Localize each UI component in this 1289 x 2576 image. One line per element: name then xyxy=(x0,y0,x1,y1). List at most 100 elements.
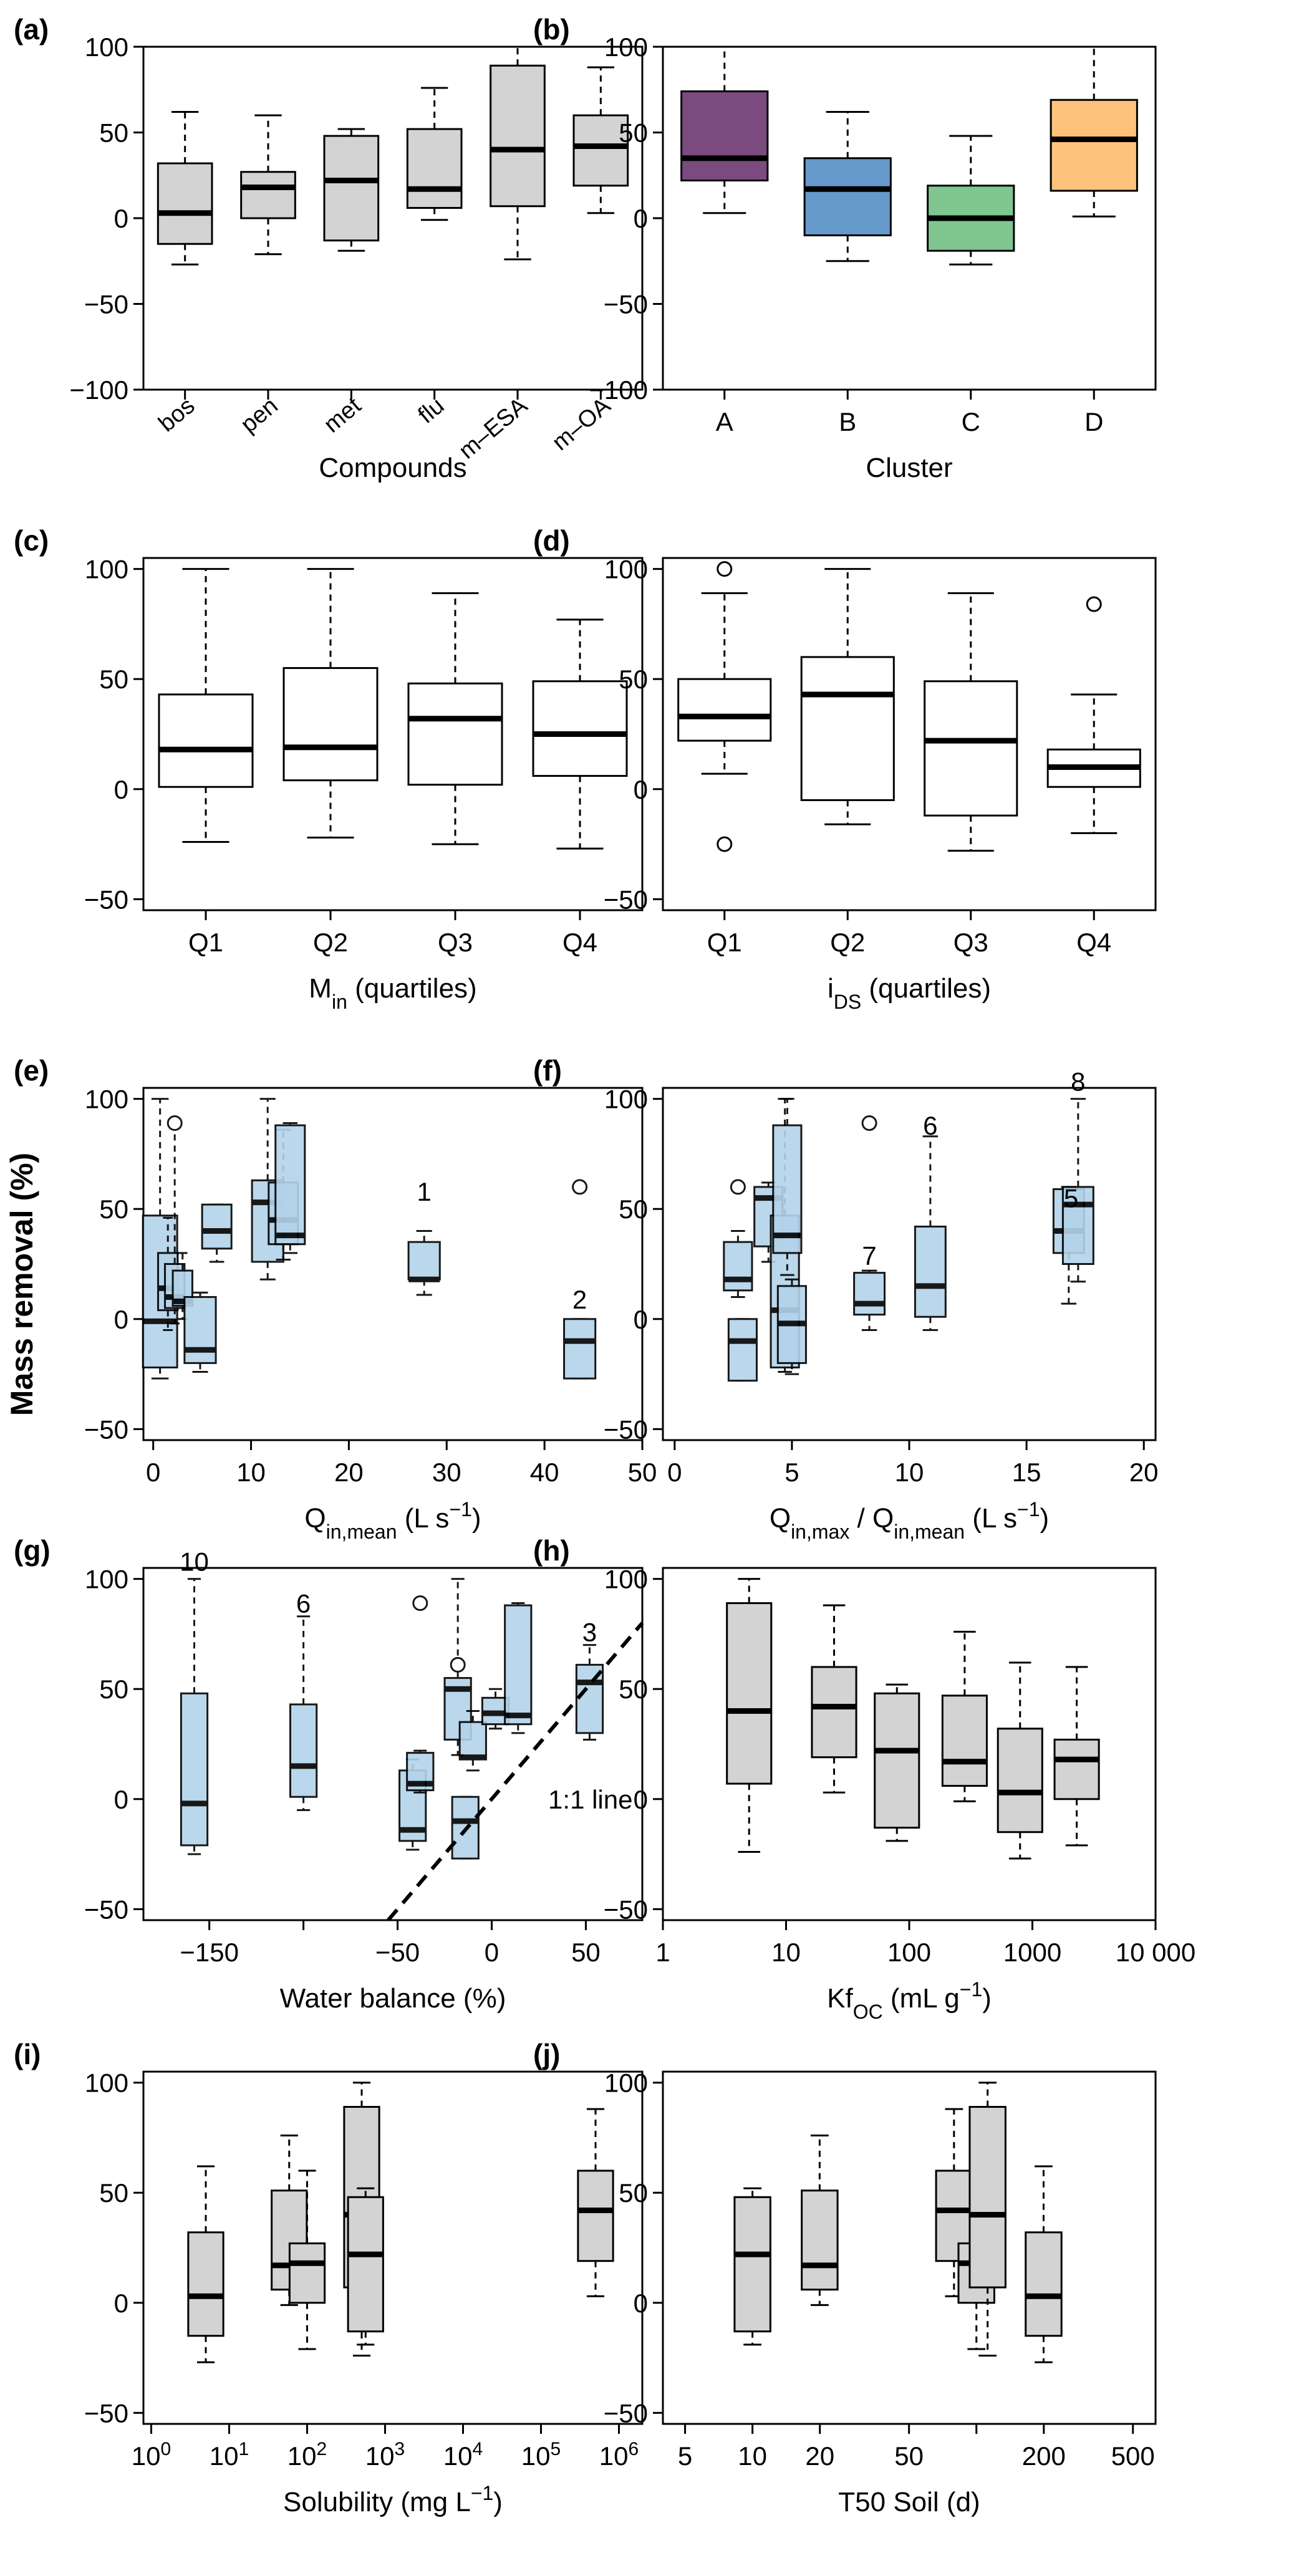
x-axis-title: T50 Soil (d) xyxy=(838,2487,980,2517)
y-tick-label: 0 xyxy=(634,1305,648,1334)
boxes xyxy=(733,2082,1063,2363)
x-tick-label: 101 xyxy=(210,2439,249,2471)
x-tick-label: 30 xyxy=(432,1458,461,1487)
outlier-point xyxy=(861,1115,877,1131)
box-annotation: 7 xyxy=(862,1241,876,1270)
y-axis: −50 0 50 100 xyxy=(604,1085,663,1444)
x-axis-title: Qin,max / Qin,mean (L s−1) xyxy=(770,1498,1049,1543)
box xyxy=(407,592,503,845)
x-tick-label: Q4 xyxy=(1076,928,1111,957)
panel-j: (j) −50 0 50 100 5 10 20 50 200 500 T50 Soil (d) xyxy=(533,2038,1157,2517)
box xyxy=(563,1179,597,1380)
boxes xyxy=(180,1578,604,1860)
box xyxy=(800,568,895,825)
box-iqr xyxy=(772,1124,803,1254)
panel-label-g: (g) xyxy=(14,1534,51,1567)
y-axis-label-mass-removal: Mass removal (%) xyxy=(4,1153,39,1416)
box-iqr xyxy=(274,1124,306,1246)
panel-g: (g) −50 0 50 100 −150 −50 0 50 Water balance (%) 1… xyxy=(14,1534,644,2014)
y-tick-label: 0 xyxy=(114,775,128,804)
x-tick-label: 20 xyxy=(334,1458,364,1487)
box xyxy=(180,1578,209,1855)
outlier-point xyxy=(730,1179,746,1195)
plot-frame xyxy=(662,557,1157,911)
y-tick-label: 50 xyxy=(99,665,128,694)
x-tick-label: 1 xyxy=(655,1938,670,1967)
box-iqr xyxy=(733,2196,771,2333)
x-axis-title: iDS (quartiles) xyxy=(828,973,991,1013)
x-tick-label: 15 xyxy=(1012,1458,1041,1487)
box-iqr xyxy=(158,693,254,788)
box xyxy=(924,592,1018,852)
box xyxy=(323,128,380,252)
y-tick-label: 50 xyxy=(619,118,648,148)
box-annotation: 3 xyxy=(582,1617,597,1646)
x-tick-label: A xyxy=(716,407,733,436)
plot-frame xyxy=(142,2070,644,2425)
y-tick-label: 50 xyxy=(99,1194,128,1224)
box-iqr xyxy=(289,1703,318,1798)
box xyxy=(733,2187,771,2346)
x-tick-label: pen xyxy=(236,393,283,438)
x-tick-label: met xyxy=(319,392,367,438)
y-tick-label: 50 xyxy=(99,1675,128,1704)
y-tick-label: 100 xyxy=(604,2069,648,2098)
box-iqr xyxy=(183,1295,217,1364)
box-annotation: 5 xyxy=(1064,1184,1078,1213)
box xyxy=(803,111,892,262)
boxes xyxy=(187,2082,614,2363)
box-iqr xyxy=(997,1728,1043,1833)
box-iqr xyxy=(458,1721,487,1761)
y-axis: −50 0 50 100 xyxy=(604,1565,663,1924)
box-iqr xyxy=(941,1694,988,1787)
box xyxy=(997,1661,1043,1860)
box xyxy=(289,1615,318,1811)
x-tick-label: B xyxy=(839,407,856,436)
x-axis-title: Qin,mean (L s−1) xyxy=(304,1498,481,1543)
box xyxy=(406,87,463,221)
y-tick-label: 100 xyxy=(604,1085,648,1114)
panel-label-e: (e) xyxy=(14,1054,49,1087)
box xyxy=(853,1115,886,1331)
box xyxy=(575,1644,604,1741)
x-tick-label: 104 xyxy=(443,2439,483,2471)
box-iqr xyxy=(180,1692,209,1847)
x-axis-title: Solubility (mg L−1) xyxy=(283,2482,503,2517)
y-tick-label: 0 xyxy=(114,204,128,233)
y-tick-label: 100 xyxy=(85,1565,128,1594)
box xyxy=(577,2108,614,2297)
panel-d: (d) −50 0 50 100 Q1 Q2 Q3 Q4 iDS (quartiles) xyxy=(533,524,1157,1013)
x-tick-label: 5 xyxy=(678,2441,692,2471)
box-iqr xyxy=(563,1318,597,1380)
box-iqr xyxy=(803,157,892,236)
boxes xyxy=(157,46,629,266)
box xyxy=(572,66,629,214)
box-iqr xyxy=(451,1795,480,1860)
y-tick-label: −100 xyxy=(69,375,128,405)
box-annotation: 2 xyxy=(572,1285,587,1314)
y-tick-label: −50 xyxy=(84,2398,128,2428)
box-iqr xyxy=(723,1241,753,1292)
boxes xyxy=(723,1098,1094,1382)
box-iqr xyxy=(201,1203,233,1250)
x-tick-label: 1000 xyxy=(1003,1938,1061,1967)
box-iqr xyxy=(347,2196,384,2333)
box xyxy=(142,1098,178,1380)
boxes xyxy=(677,561,1141,852)
box-iqr xyxy=(924,680,1018,817)
x-tick-label: −150 xyxy=(180,1938,239,1967)
x-tick-label: 10 xyxy=(771,1938,801,1967)
box xyxy=(680,46,769,214)
box-annotation: 1 xyxy=(417,1177,432,1206)
outlier-point xyxy=(412,1595,428,1611)
outlier-point xyxy=(717,561,733,577)
plot-frame xyxy=(142,1087,644,1441)
x-tick-label: 0 xyxy=(485,1938,499,1967)
x-axis: 100 101 102 103 104 105 106 xyxy=(132,2424,639,2471)
y-tick-label: 100 xyxy=(85,2069,128,2098)
box-annotation: 6 xyxy=(923,1111,937,1140)
box xyxy=(282,568,379,839)
box xyxy=(914,1135,947,1331)
box-iqr xyxy=(677,678,772,742)
